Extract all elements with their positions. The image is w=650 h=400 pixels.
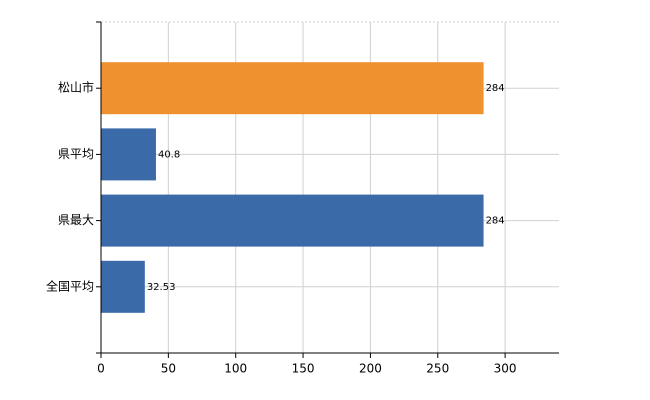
x-tick-label: 200: [359, 362, 382, 376]
data-label: 40.8: [158, 149, 180, 160]
x-tick-label: 50: [161, 362, 176, 376]
data-label: 284: [486, 216, 505, 227]
y-tick-label: 松山市: [58, 80, 94, 95]
y-tick-label: 県最大: [58, 213, 94, 227]
x-tick-label: 150: [292, 362, 315, 376]
x-tick-label: 250: [426, 362, 449, 376]
x-tick-label: 300: [494, 362, 517, 376]
bar: [101, 260, 145, 313]
data-label: 284: [486, 83, 505, 94]
bar: [101, 194, 484, 247]
bar: [101, 62, 484, 115]
y-tick-label: 全国平均: [46, 278, 94, 293]
data-label: 32.53: [147, 282, 176, 293]
x-tick-label: 0: [97, 362, 105, 376]
x-tick-label: 100: [224, 362, 247, 376]
y-tick-label: 県平均: [58, 147, 94, 161]
bar: [101, 128, 156, 181]
